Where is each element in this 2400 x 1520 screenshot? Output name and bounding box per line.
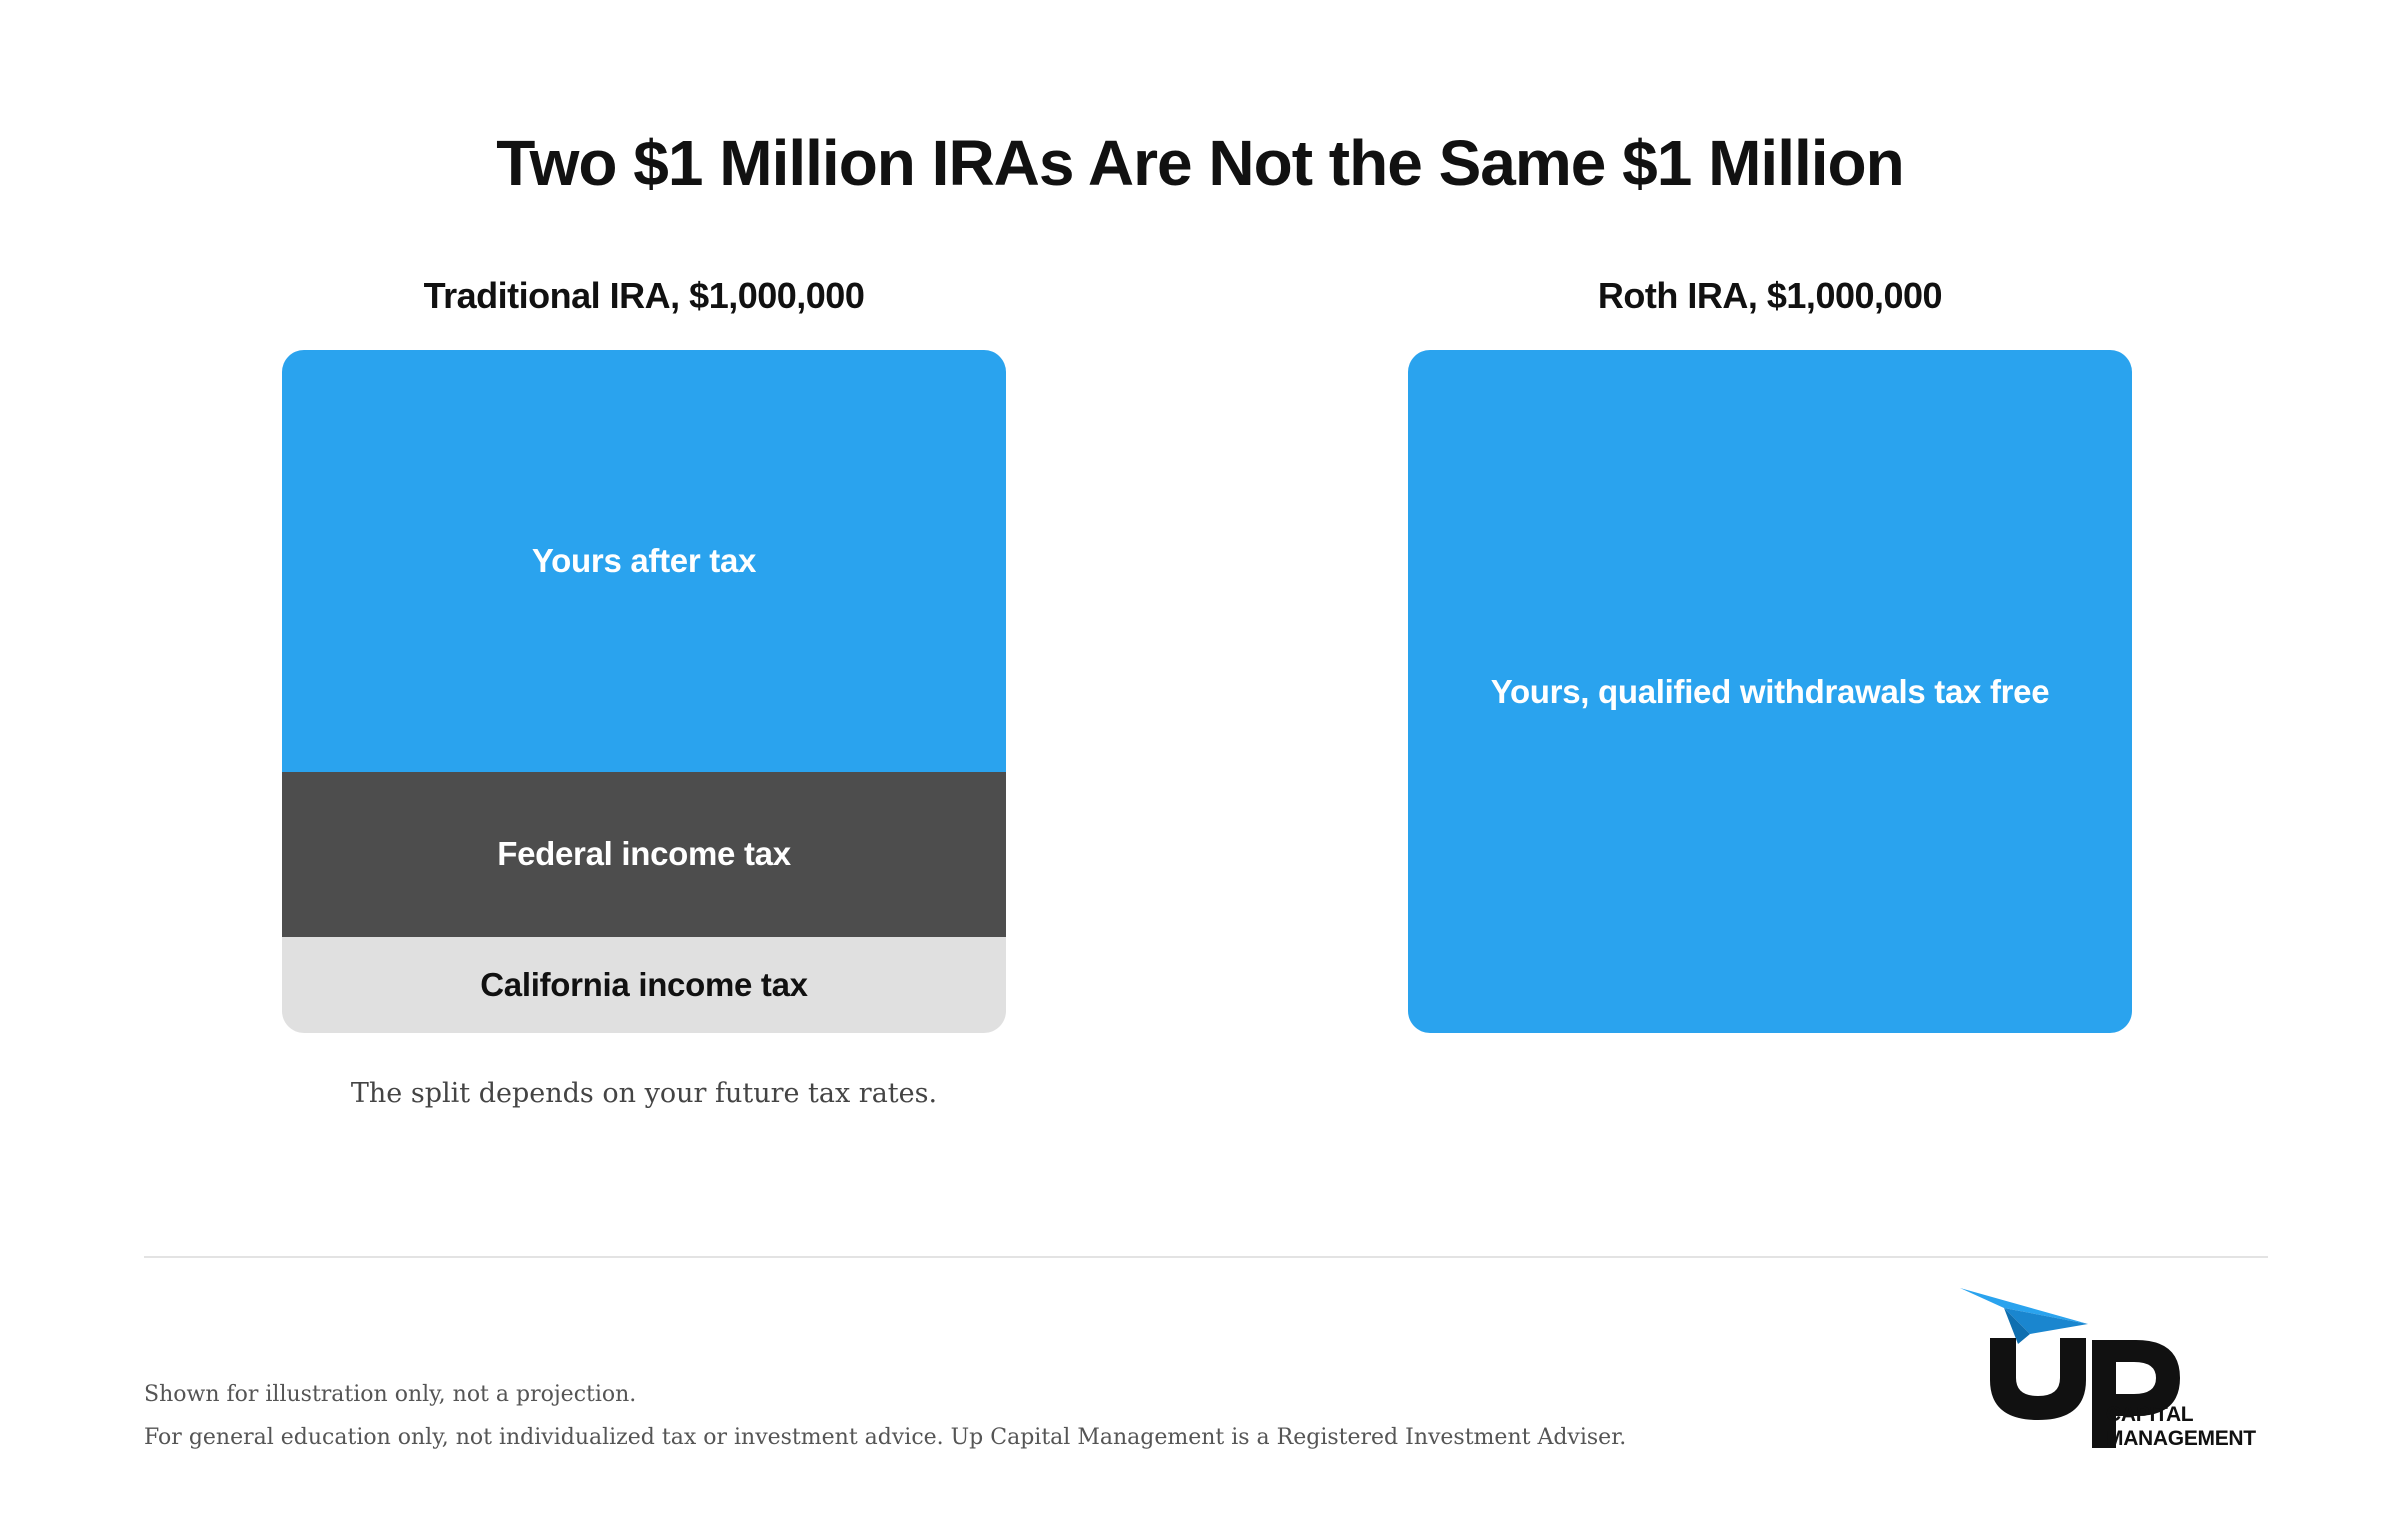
page-title: Two $1 Million IRAs Are Not the Same $1 … [496, 127, 1904, 199]
up-logo-mark [1960, 1288, 2180, 1448]
yours-after-tax-label: Yours after tax [531, 542, 757, 580]
paper-plane-icon [1960, 1288, 2088, 1344]
roth-tax-free-segment: Yours, qualified withdrawals tax free [1408, 350, 2132, 1033]
up-capital-logo: CAPITAL MANAGEMENT [1960, 1282, 2280, 1462]
yours-after-tax-segment: Yours after tax [282, 350, 1006, 773]
advice-disclaimer: For general education only, not individu… [144, 1425, 1627, 1450]
roth-tax-free-label: Yours, qualified withdrawals tax free [1490, 672, 2050, 710]
california-income-tax-label: California income tax [480, 965, 808, 1003]
footer-divider [144, 1256, 2268, 1258]
roth-ira-heading: Roth IRA, $1,000,000 [1597, 275, 1943, 316]
split-note: The split depends on your future tax rat… [350, 1078, 938, 1109]
traditional-ira-box: Yours after tax Federal income tax Calif… [282, 350, 1006, 1033]
logo-capital-text: CAPITAL [2106, 1403, 2194, 1426]
california-income-tax-segment: California income tax [282, 936, 1006, 1033]
roth-ira-box: Yours, qualified withdrawals tax free [1408, 350, 2132, 1033]
logo-management-text: MANAGEMENT [2106, 1427, 2256, 1450]
federal-income-tax-segment: Federal income tax [282, 772, 1006, 937]
federal-income-tax-label: Federal income tax [497, 835, 791, 873]
illustration-disclaimer: Shown for illustration only, not a proje… [144, 1382, 637, 1407]
traditional-ira-heading: Traditional IRA, $1,000,000 [423, 275, 865, 316]
